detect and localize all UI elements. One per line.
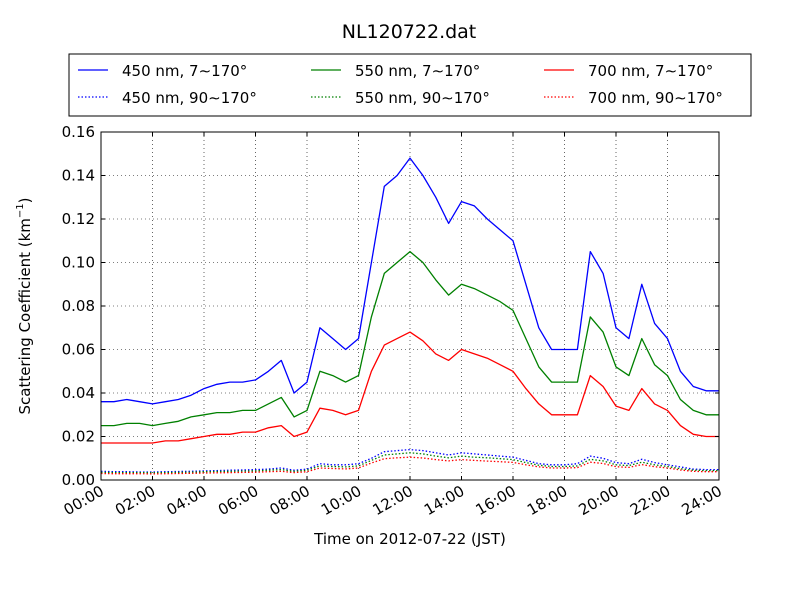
series-lines [100, 157, 719, 475]
y-axis-label: Scattering Coefficient (km−1) [15, 197, 34, 414]
legend-label-5: 700 nm, 7∼170° [588, 62, 713, 80]
y-tick-label: 0.08 [62, 297, 95, 315]
y-axis-label-sup: −1 [15, 203, 26, 218]
legend: 450 nm, 7∼170° 550 nm, 7∼170° 700 nm, 7∼17… [68, 53, 752, 117]
series-line-3 [101, 250, 719, 427]
y-tick-label: 0.02 [62, 428, 95, 446]
y-axis-label-main: Scattering Coefficient (km [16, 218, 34, 414]
y-tick-label: 0.10 [62, 254, 95, 272]
ticks [100, 131, 720, 481]
legend-label-2: 450 nm, 90∼170° [122, 89, 257, 107]
legend-label-3: 550 nm, 7∼170° [355, 62, 480, 80]
y-tick-label: 0.12 [62, 210, 95, 228]
legend-box [68, 53, 752, 117]
y-tick-labels: 0.00 0.02 0.04 0.06 0.08 0.10 0.12 0.14 0.16 [62, 123, 95, 489]
x-axis-label: Time on 2012-07-22 (JST) [313, 530, 506, 548]
legend-label-1: 450 nm, 7∼170° [122, 62, 247, 80]
legend-label-4: 550 nm, 90∼170° [355, 89, 490, 107]
series-line-1 [101, 157, 719, 405]
y-axis-label-tail: ) [16, 197, 34, 203]
series-line-4 [100, 452, 719, 474]
y-tick-label: 0.14 [62, 167, 95, 185]
chart-title: NL120722.dat [342, 21, 477, 43]
series-line-5 [101, 331, 719, 444]
y-tick-label: 0.16 [62, 123, 95, 141]
y-tick-label: 0.04 [62, 384, 95, 402]
plot-area [100, 131, 720, 481]
legend-label-6: 700 nm, 90∼170° [588, 89, 723, 107]
y-tick-label: 0.00 [62, 471, 95, 489]
y-tick-label: 0.06 [62, 341, 95, 359]
grid [101, 132, 719, 480]
